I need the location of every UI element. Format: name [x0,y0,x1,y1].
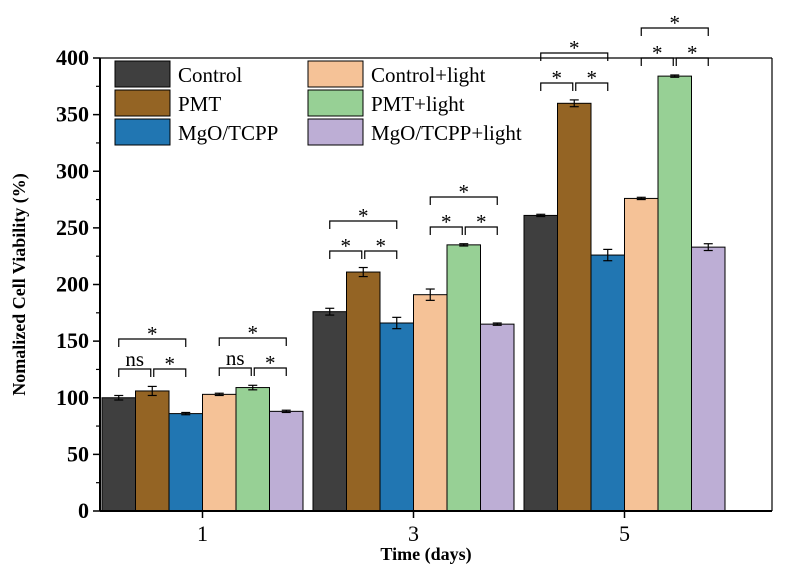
legend-swatch [114,118,171,146]
significance-bracket [640,27,709,36]
significance-layer: ns **ns *** ** * *** ** * ** [118,11,709,377]
x-axis-title: Time (days) [380,544,471,565]
legend-swatch [307,89,364,117]
y-tick-label: 250 [56,215,89,240]
bar [557,102,592,512]
significance-bracket [153,368,187,377]
legend-item: Control [114,60,242,88]
significance-bracket [429,196,498,205]
significance-label: * [358,204,369,228]
legend-item: Control+light [307,60,486,88]
bar [346,271,381,512]
significance-label: * [652,41,663,65]
x-tick-label: 1 [197,521,208,546]
significance-label: * [376,234,387,258]
legend-label: Control+light [371,63,486,87]
x-tick-label: 3 [408,521,419,546]
legend-label: PMT+light [371,92,465,116]
significance-label: * [552,66,563,90]
significance-label: * [165,352,176,376]
y-tick-label: 0 [78,498,89,523]
significance-bracket [575,82,609,91]
legend-swatch [307,60,364,88]
legend-swatch [114,89,171,117]
legend-label: PMT [178,92,221,116]
significance-bracket [464,226,498,235]
significance-bracket [540,82,574,91]
bar [202,393,237,512]
bar [312,311,347,512]
significance-label: * [670,11,681,35]
significance-bracket [329,250,363,259]
significance-label: * [441,210,452,234]
significance-bracket [429,226,463,235]
significance-label: * [265,351,276,375]
bars-layer [101,75,726,512]
legend-swatch [114,60,171,88]
legend-label: MgO/TCPP [178,121,278,145]
y-tick-label: 350 [56,102,89,127]
bar [101,397,136,512]
bar [523,214,558,512]
legend-label: Control [178,63,242,87]
significance-label: * [476,210,487,234]
bar [413,294,448,512]
y-axis-title: Nomalized Cell Viability (%) [9,173,30,395]
y-tick-label: 50 [67,441,89,466]
bar [624,197,659,512]
bar [168,413,203,512]
significance-bracket [218,367,252,376]
legend-item: MgO/TCPP+light [307,118,522,146]
significance-bracket [329,220,398,229]
bar [269,410,304,512]
significance-label: * [341,234,352,258]
significance-bracket [118,368,152,377]
significance-label: * [687,41,698,65]
significance-bracket [218,337,287,346]
significance-label: * [459,180,470,204]
y-tick-label: 400 [56,45,89,70]
bar [480,323,515,512]
error-bars-layer [114,74,713,416]
legend-swatch [307,118,364,146]
bar [657,75,692,512]
y-tick-label: 150 [56,328,89,353]
significance-label: ns [226,346,245,370]
legend-item: MgO/TCPP [114,118,278,146]
legend-label: MgO/TCPP+light [371,121,522,145]
significance-label: * [569,36,580,60]
legend-item: PMT [114,89,221,117]
axes-layer: 0 50 100 150 200 250 300 350 400 1 3 5 [56,45,773,546]
bar [379,322,414,512]
y-tick-label: 200 [56,272,89,297]
legend-item: PMT+light [307,89,465,117]
significance-label: * [587,66,598,90]
bar [135,390,170,512]
x-tick-label: 5 [619,521,630,546]
y-tick-label: 100 [56,385,89,410]
significance-label: * [248,321,259,345]
bar [691,246,726,512]
significance-label: * [147,322,158,346]
y-tick-label: 300 [56,158,89,183]
legend: Control Control+light PMT PMT+light MgO/TCPP… [114,60,522,146]
significance-bracket [118,338,187,347]
significance-bracket [253,367,287,376]
significance-bracket [364,250,398,259]
significance-label: ns [125,347,144,371]
bar [235,387,270,512]
bar [446,244,481,512]
bar [590,254,625,512]
significance-bracket [540,52,609,61]
